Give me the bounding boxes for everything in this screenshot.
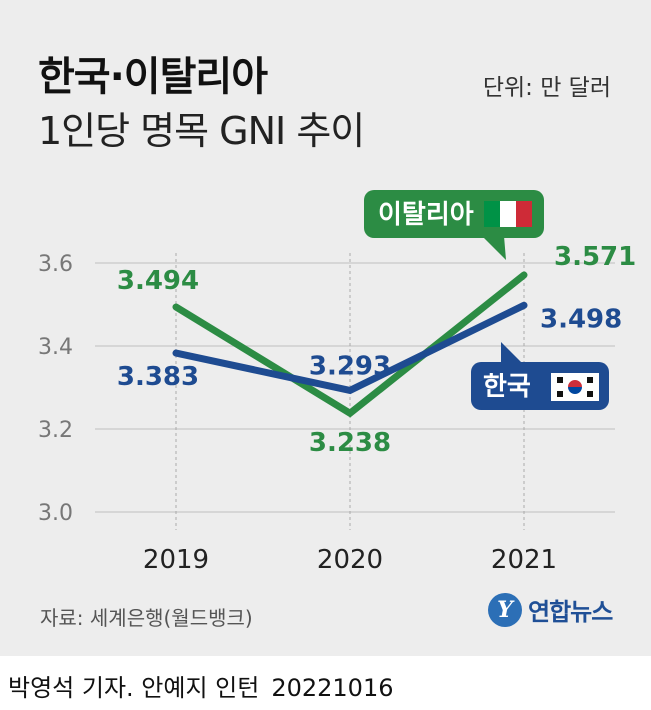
page-title: 한국·이탈리아: [38, 54, 268, 100]
italy-flag-icon: [484, 201, 500, 227]
data-label-korea: 3.293: [309, 351, 391, 381]
korea-flag-trigram-2: [557, 391, 563, 397]
source-note: 자료: 세계은행(월드뱅크): [40, 606, 253, 630]
legend-bubble-pointer-italy: [482, 236, 506, 260]
yonhap-logo-icon: Y: [488, 592, 522, 627]
data-label-korea: 3.383: [117, 362, 199, 392]
legend-bubble-pointer-korea: [501, 342, 523, 364]
italy-flag-white-band: [500, 201, 516, 227]
data-label-italy: 3.494: [117, 266, 199, 296]
x-tick-label: 2019: [143, 545, 209, 575]
credit-date: 20221016: [271, 674, 394, 702]
credit-author: 박영석 기자. 안예지 인턴: [8, 674, 260, 702]
line-chart: 3.0 3.2 3.4 3.6 2019 2020 2021 3.494 3.238 3.571 3…: [38, 190, 636, 575]
data-label-italy: 3.238: [309, 428, 391, 458]
data-label-korea: 3.498: [540, 304, 622, 334]
korea-flag-trigram-0: [557, 377, 563, 383]
page-subtitle: 1인당 명목 GNI 추이: [38, 109, 365, 153]
korea-flag-taeguk-blue: [568, 387, 582, 394]
series-line-korea: [172, 301, 528, 395]
credit-line: 박영석 기자. 안예지 인턴 20221016: [8, 668, 393, 703]
y-tick-label: 3.0: [38, 501, 73, 526]
legend-label-italy: 이탈리아: [378, 200, 474, 230]
infographic-card: 한국·이탈리아 1인당 명목 GNI 추이 단위: 만 달러 3.0 3.2 3.4…: [0, 0, 651, 656]
yonhap-logo: Y 연합뉴스: [488, 592, 613, 627]
series-line-italy: [172, 271, 528, 418]
y-tick-label: 3.2: [38, 418, 73, 443]
legend-label-korea: 한국: [483, 372, 531, 402]
x-tick-label: 2021: [491, 545, 557, 575]
x-tick-label: 2020: [317, 545, 383, 575]
data-label-italy: 3.571: [554, 242, 636, 272]
unit-label: 단위: 만 달러: [482, 75, 611, 101]
korea-flag-trigram-3: [587, 391, 593, 397]
korea-flag-taeguk-red: [568, 380, 582, 387]
yonhap-logo-text: 연합뉴스: [528, 598, 613, 626]
y-tick-label: 3.6: [38, 252, 73, 277]
korea-flag-trigram-1: [587, 377, 593, 383]
italy-flag-red-band: [516, 201, 532, 227]
y-tick-label: 3.4: [38, 335, 73, 360]
